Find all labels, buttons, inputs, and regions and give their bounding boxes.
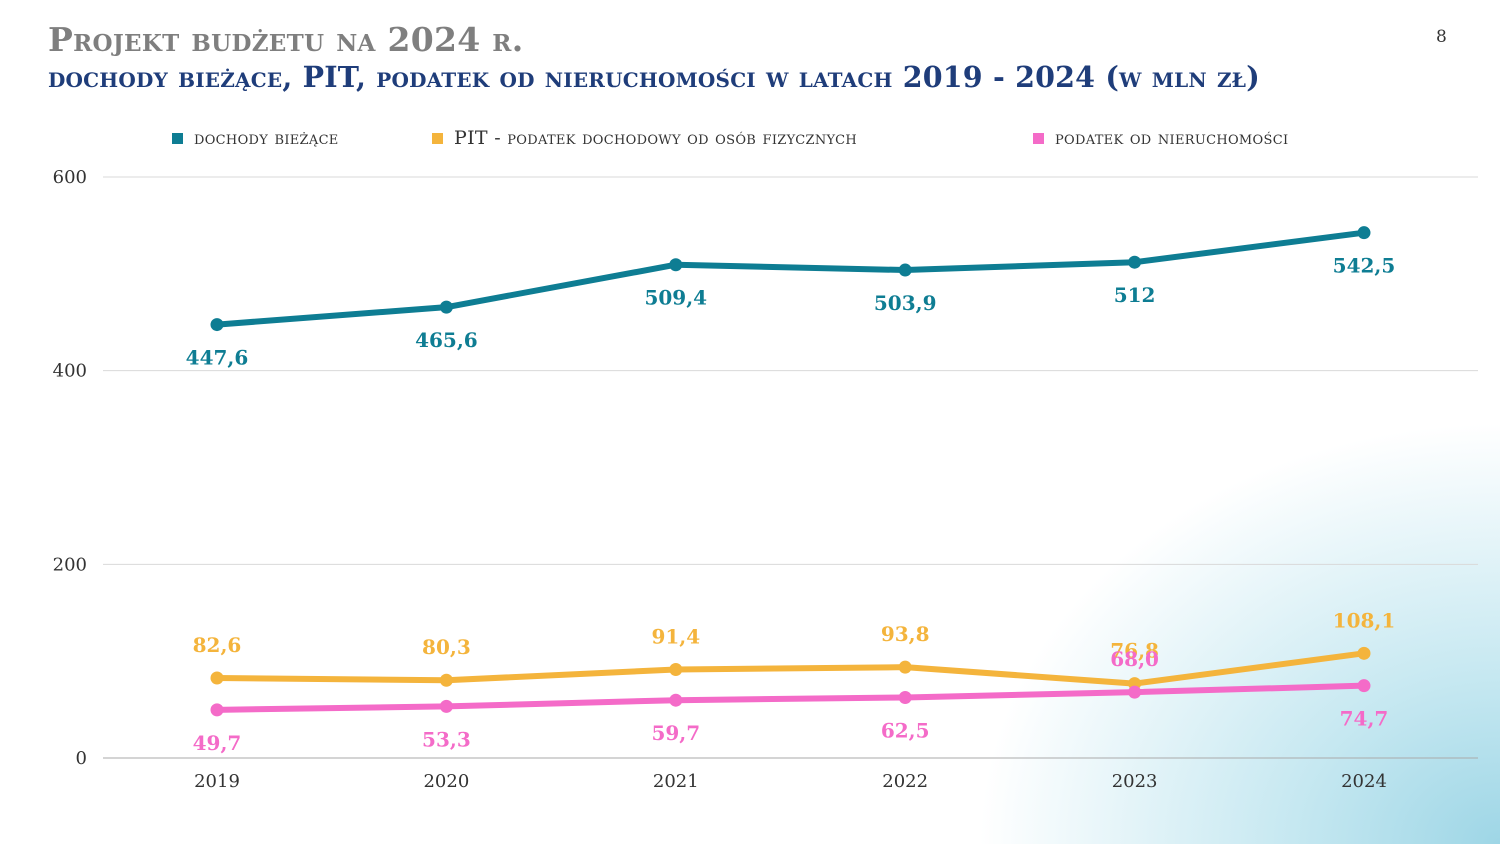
data-label-pit: 80,3 <box>422 635 471 659</box>
x-tick-label: 2024 <box>1341 771 1387 792</box>
x-tick-label: 2023 <box>1112 771 1158 792</box>
data-label-pit: 93,8 <box>881 622 930 646</box>
page-number: 8 <box>1436 27 1447 47</box>
data-point-dochody <box>439 300 453 314</box>
data-point-nieruchomosci <box>898 690 912 704</box>
data-point-dochody <box>1357 226 1371 240</box>
chart-legend: dochody bieżące PIT - podatek dochodowy … <box>0 127 1500 155</box>
data-label-dochody: 503,9 <box>874 291 937 315</box>
legend-label-nieruchomosci: podatek od nieruchomości <box>1055 127 1289 149</box>
legend-swatch-nieruchomosci <box>1033 132 1044 144</box>
x-tick-label: 2020 <box>423 771 469 792</box>
data-point-nieruchomosci <box>1357 679 1371 693</box>
x-tick-label: 2022 <box>882 771 928 792</box>
data-point-dochody <box>669 258 683 272</box>
y-tick-label: 200 <box>53 554 87 575</box>
data-label-nieruchomosci: 49,7 <box>193 731 242 755</box>
data-label-dochody: 542,5 <box>1333 254 1396 278</box>
data-point-dochody <box>1128 255 1142 269</box>
data-label-nieruchomosci: 62,5 <box>881 718 930 742</box>
legend-label-dochody: dochody bieżące <box>194 127 339 149</box>
data-label-pit: 82,6 <box>193 633 242 657</box>
data-point-pit <box>1357 646 1371 660</box>
chart-subtitle: dochody bieżące, PIT, podatek od nieruch… <box>48 60 1260 94</box>
data-point-pit <box>898 660 912 674</box>
series-line-nieruchomosci <box>214 682 1367 713</box>
data-point-pit <box>210 671 224 685</box>
data-label-nieruchomosci: 68,0 <box>1110 647 1159 671</box>
data-label-dochody: 465,6 <box>415 328 478 352</box>
data-point-nieruchomosci <box>439 699 453 713</box>
legend-swatch-dochody <box>172 132 183 144</box>
data-label-nieruchomosci: 74,7 <box>1340 707 1389 731</box>
legend-item-pit: PIT - podatek dochodowy od osób fizyczny… <box>432 127 857 149</box>
x-tick-label: 2021 <box>653 771 699 792</box>
data-label-pit: 108,1 <box>1333 608 1396 632</box>
legend-label-pit: PIT - podatek dochodowy od osób fizyczny… <box>454 127 858 149</box>
data-label-pit: 91,4 <box>651 624 700 648</box>
data-label-nieruchomosci: 59,7 <box>651 721 700 745</box>
data-point-nieruchomosci <box>210 703 224 717</box>
data-label-dochody: 512 <box>1114 283 1156 307</box>
data-point-nieruchomosci <box>1128 685 1142 699</box>
data-point-nieruchomosci <box>669 693 683 707</box>
y-tick-label: 600 <box>53 167 87 188</box>
series-line-dochody <box>214 229 1367 328</box>
data-label-pit: 76,8 <box>1110 639 1159 663</box>
data-point-dochody <box>898 263 912 277</box>
data-point-dochody <box>210 318 224 332</box>
legend-swatch-pit <box>432 132 443 144</box>
data-point-pit <box>439 673 453 687</box>
legend-item-dochody: dochody bieżące <box>172 127 339 149</box>
data-point-pit <box>669 662 683 676</box>
y-tick-label: 0 <box>76 748 87 769</box>
y-tick-label: 400 <box>53 361 87 382</box>
data-label-nieruchomosci: 53,3 <box>422 727 471 751</box>
x-tick-label: 2019 <box>194 771 240 792</box>
data-label-dochody: 447,6 <box>186 346 249 370</box>
data-label-dochody: 509,4 <box>644 286 707 310</box>
page-title: Projekt budżetu na 2024 r. <box>48 20 524 59</box>
legend-item-nieruchomosci: podatek od nieruchomości <box>1033 127 1288 149</box>
series-line-pit <box>214 650 1367 687</box>
